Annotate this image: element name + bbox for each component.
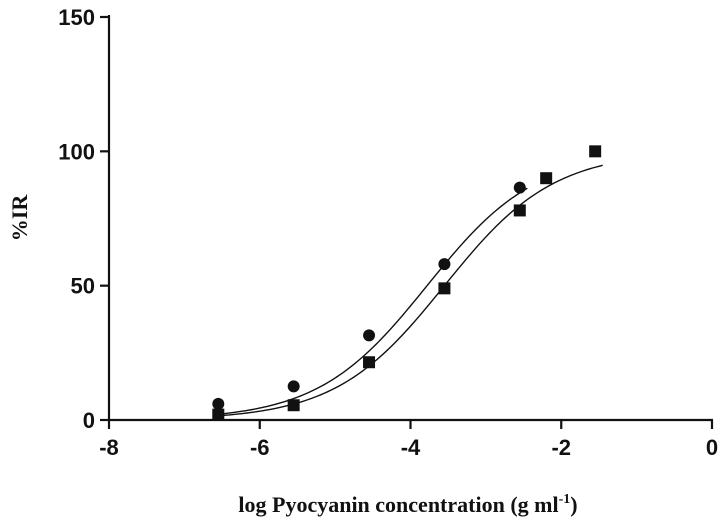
tick-labels: 0 50 100 150 -8 -6 -4 -2 0 <box>58 5 718 460</box>
x-tick-label: -8 <box>99 435 119 460</box>
circle-marker <box>513 181 526 194</box>
x-axis-title-main: log Pyocyanin concentration (g ml <box>238 492 558 517</box>
x-tick-label: -4 <box>401 435 421 460</box>
square-marker <box>287 399 300 412</box>
fit-curve-series-1 <box>214 187 528 416</box>
square-marker <box>589 145 602 158</box>
circle-marker <box>438 258 451 271</box>
square-marker <box>363 356 376 369</box>
x-axis-title: log Pyocyanin concentration (g ml-1) <box>238 492 577 517</box>
circle-marker <box>363 329 376 342</box>
x-tick-label: -6 <box>250 435 270 460</box>
x-tick-label: -2 <box>551 435 571 460</box>
circle-marker <box>287 380 300 393</box>
axes <box>107 15 713 422</box>
y-tick-label: 0 <box>83 408 95 433</box>
square-marker <box>540 172 553 185</box>
x-axis-title-suffix: ) <box>570 492 577 517</box>
y-axis-title: %IR <box>7 194 32 242</box>
y-tick-label: 100 <box>58 139 95 164</box>
fit-curve-series-2 <box>214 164 603 417</box>
square-marker <box>513 204 526 217</box>
circle-marker <box>212 397 225 410</box>
square-marker <box>438 282 451 295</box>
data-points <box>212 145 602 421</box>
fit-curves <box>214 164 603 417</box>
y-tick-label: 150 <box>58 5 95 30</box>
x-tick-label: 0 <box>706 435 718 460</box>
square-marker <box>212 408 225 421</box>
tick-marks <box>100 15 714 429</box>
y-tick-label: 50 <box>71 274 95 299</box>
x-axis-title-superscript: -1 <box>559 492 571 507</box>
